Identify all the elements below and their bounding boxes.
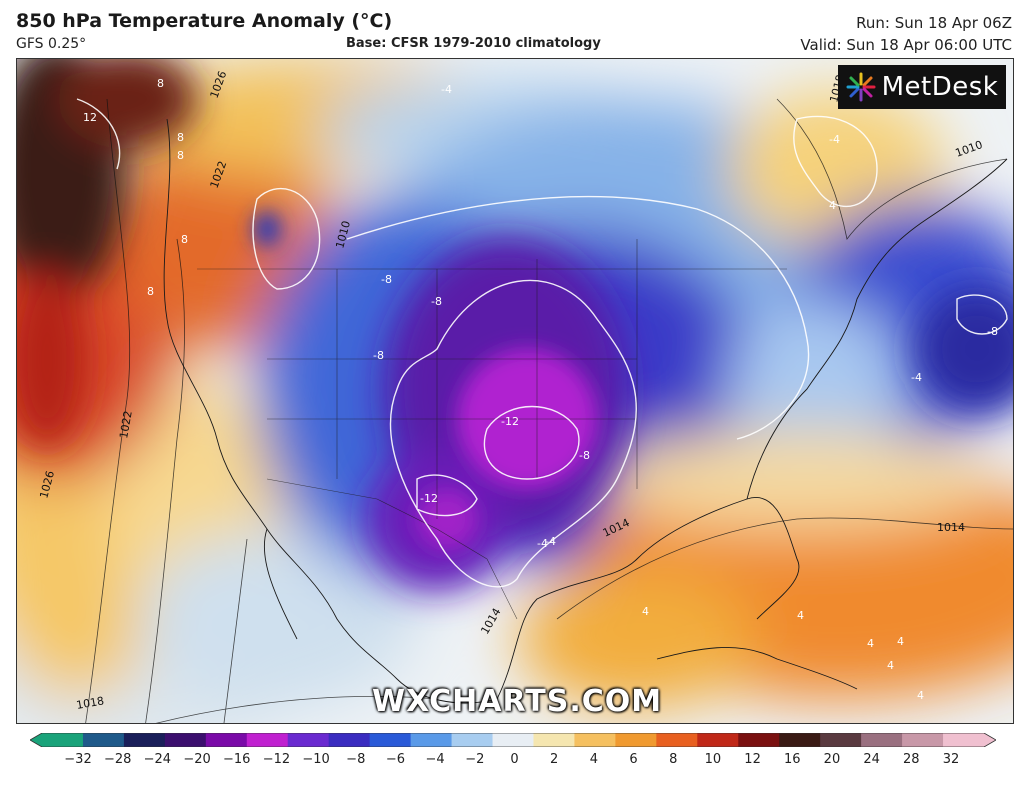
map-canvas: 1288888-4-8-8-8-12-8-12-4-4-8-44444444-4… bbox=[17, 59, 1013, 723]
temperature-contour-label: -4 bbox=[911, 371, 922, 384]
anomaly-map: 12 8 8 8 8 8 -4 -8 -8 -8 -12 -8 -12 -4 -4 -8 -4 4 4 4 4 4 4 4 -4… bbox=[16, 58, 1014, 724]
colorbar-tick-label: −4 bbox=[425, 752, 445, 767]
colorbar-tick-label: −6 bbox=[385, 752, 406, 767]
colorbar-tick-label: 12 bbox=[744, 752, 761, 767]
colorbar-cell bbox=[697, 733, 739, 747]
temperature-contour-label: 4 bbox=[897, 635, 904, 648]
run-time-label: Run: Sun 18 Apr 06Z bbox=[856, 14, 1012, 32]
temperature-contour-label: -12 bbox=[420, 492, 438, 505]
colorbar-cell bbox=[615, 733, 657, 747]
temperature-contour-label: -4 bbox=[829, 133, 840, 146]
colorbar-cell bbox=[820, 733, 862, 747]
colorbar-cell bbox=[574, 733, 616, 747]
valid-time-label: Valid: Sun 18 Apr 06:00 UTC bbox=[800, 36, 1012, 54]
colorbar-cell bbox=[82, 733, 125, 747]
temperature-contour-label: -8 bbox=[431, 295, 442, 308]
base-climatology-label: Base: CFSR 1979-2010 climatology bbox=[346, 36, 601, 51]
colorbar-tick-label: −24 bbox=[143, 752, 172, 767]
logo-text: MetDesk bbox=[881, 72, 999, 102]
colorbar-tick-label: 24 bbox=[863, 752, 880, 767]
colorbar-tick-label: −2 bbox=[465, 752, 485, 767]
colorbar-tick-label: −20 bbox=[183, 752, 211, 767]
colorbar-cell bbox=[943, 733, 985, 747]
colorbar-tick-label: 28 bbox=[903, 752, 920, 767]
coastlines bbox=[163, 118, 1008, 704]
colorbar-high-arrow bbox=[984, 733, 996, 747]
chart-title: 850 hPa Temperature Anomaly (°C) bbox=[16, 10, 393, 32]
colorbar-cell bbox=[369, 733, 412, 747]
temperature-contour-label: -8 bbox=[987, 325, 998, 338]
temperature-contour-label: 4 bbox=[887, 659, 894, 672]
colorbar-tick-label: 2 bbox=[550, 752, 559, 767]
colorbar-cell bbox=[287, 733, 330, 747]
pressure-isobar-label: 1022 bbox=[117, 410, 135, 440]
colorbar-tick-label: −10 bbox=[302, 752, 330, 767]
colorbar-tick-label: 0 bbox=[510, 752, 519, 767]
temperature-contour-label: -8 bbox=[381, 273, 392, 286]
colorbar-cell bbox=[451, 733, 494, 747]
temperature-contour-label: 8 bbox=[147, 285, 154, 298]
colorbar-cell bbox=[492, 733, 535, 747]
colorbar-cell bbox=[779, 733, 821, 747]
colorbar-tick-label: 32 bbox=[942, 752, 960, 767]
temperature-contour-label: -8 bbox=[373, 349, 384, 362]
watermark: WXCHARTS.COM bbox=[372, 684, 663, 719]
colorbar-tick-label: −28 bbox=[103, 752, 132, 767]
temperature-contour-label: 4 bbox=[829, 199, 836, 212]
temperature-contour-label: 4 bbox=[917, 689, 924, 702]
temperature-contour-label: -4 bbox=[545, 535, 556, 548]
colorbar-tick-label: 20 bbox=[823, 752, 841, 767]
temperature-contour-label: -8 bbox=[579, 449, 590, 462]
anomaly-contours bbox=[76, 98, 1008, 588]
borders bbox=[197, 239, 787, 620]
colorbar-cell bbox=[656, 733, 698, 747]
colorbar-cell bbox=[328, 733, 371, 747]
colorbar-tick-label: 16 bbox=[783, 752, 801, 767]
metdesk-logo: MetDesk bbox=[838, 65, 1006, 109]
temperature-contour-label: 8 bbox=[177, 131, 184, 144]
temperature-contour-label: 4 bbox=[642, 605, 649, 618]
colorbar-tick-label: −12 bbox=[262, 752, 291, 767]
temperature-contour-label: 8 bbox=[181, 233, 188, 246]
temperature-contour-label: 4 bbox=[797, 609, 804, 622]
colorbar bbox=[30, 733, 996, 747]
model-label: GFS 0.25° bbox=[16, 36, 87, 52]
colorbar-tick-label: 8 bbox=[669, 752, 678, 767]
colorbar-cell bbox=[902, 733, 944, 747]
temperature-contour-label: 12 bbox=[83, 111, 97, 124]
colorbar-tick-label: −16 bbox=[223, 752, 251, 767]
starburst-logo-icon bbox=[846, 72, 876, 102]
colorbar-cell bbox=[205, 733, 248, 747]
colorbar-cell bbox=[164, 733, 207, 747]
temperature-contour-label: 4 bbox=[867, 637, 874, 650]
temperature-contour-label: -4 bbox=[537, 537, 548, 550]
temperature-contour-label: -4 bbox=[441, 83, 452, 96]
colorbar-cell bbox=[533, 733, 576, 747]
temperature-contour-label: 8 bbox=[177, 149, 184, 162]
temperature-contour-label: 8 bbox=[157, 77, 164, 90]
temperature-contour-label: -12 bbox=[501, 415, 519, 428]
colorbar-low-arrow bbox=[30, 733, 42, 747]
colorbar-tick-label: −32 bbox=[64, 752, 92, 767]
colorbar-tick-label: 10 bbox=[704, 752, 722, 767]
colorbar-cell bbox=[246, 733, 289, 747]
pressure-isobar-label: 1018 bbox=[75, 694, 105, 712]
colorbar-tick-label: 4 bbox=[589, 752, 598, 767]
colorbar-cell bbox=[861, 733, 903, 747]
isobars bbox=[85, 98, 1013, 723]
colorbar-cell bbox=[410, 733, 453, 747]
pressure-isobar-label: 1014 bbox=[937, 521, 965, 534]
colorbar-cell bbox=[738, 733, 780, 747]
colorbar-tick-label: 6 bbox=[629, 752, 638, 767]
colorbar-tick-label: −8 bbox=[346, 752, 366, 767]
colorbar-cell bbox=[42, 733, 84, 747]
colorbar-cell bbox=[123, 733, 166, 747]
colorbar-ticks: −32 −28 −24 −20 −16 −12 −10 −8 −6 −4 −2 0 2 4 6 8 10 12 16… bbox=[0, 752, 1024, 772]
